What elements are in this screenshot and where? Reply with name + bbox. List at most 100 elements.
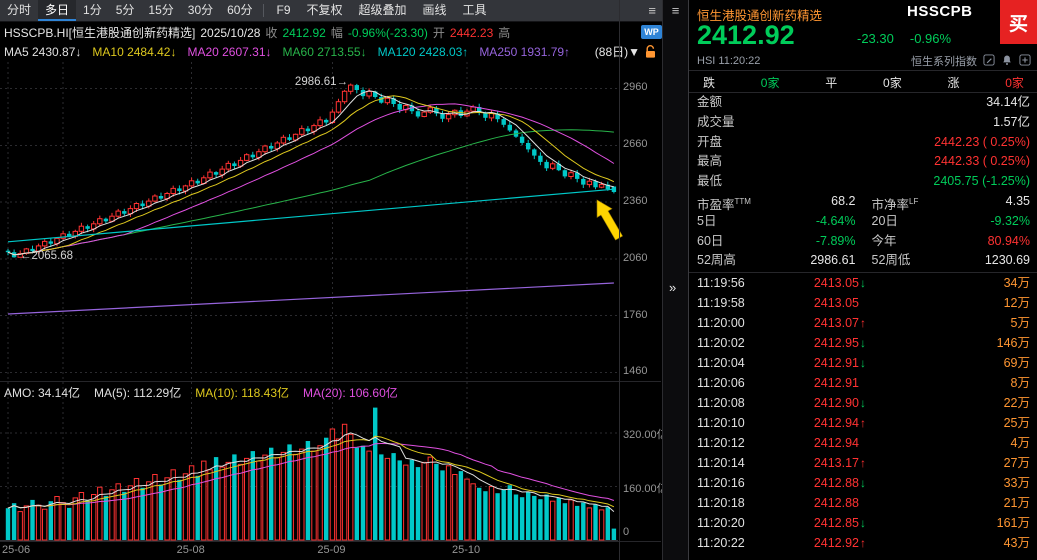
pane-divider [0,381,661,382]
stat-label: 最高 [697,154,723,169]
tick-time: 11:20:20 [697,516,745,530]
tick-direction-arrow: ↑ [860,456,866,470]
tick-volume: 21万 [1003,496,1030,510]
toolbar-button-不复权[interactable]: 不复权 [306,3,343,17]
stat-cell: 最低 2405.75 (-1.25%) [689,172,1037,192]
stat-row: 开盘 2442.23 ( 0.25%) [689,133,1037,153]
tick-row: 11:19:58 2413.05 12万 [689,293,1037,313]
stat-cell: 最高 2442.33 ( 0.25%) [689,152,1037,172]
change-value: -23.30 [857,31,894,46]
stat-row: 5日 -4.64% 20日 -9.32% [689,212,1037,232]
tick-price: 2412.92 [813,536,859,550]
date-label: 2025/10/28 [200,25,261,40]
stat-label: 52周高 [697,253,736,268]
tick-row: 11:20:04 2412.91 ↓ 69万 [689,353,1037,373]
stat-value: 2986.61 [810,253,856,268]
toolbar: 分时 多日 1分 5分 15分 30分 60分 F9 不复权 超级叠加 画线 工具 ≡ [0,0,662,22]
price-change: -23.30 -0.96% [857,31,951,46]
stat-cell: 5日 -4.64% [689,212,864,232]
high-label: 高 [498,26,511,40]
lock-icon[interactable] [644,44,657,62]
tick-volume: 5万 [1010,316,1030,330]
tick-time: 11:20:04 [697,356,745,370]
symbol-label: HSSCPB.HI[恒生港股通创新药精选] [4,26,196,40]
ma-value-MA5: MA5 2430.87↓ [4,44,82,59]
axis-label: 2060 [623,251,648,264]
axis-label: 25-09 [317,544,346,556]
tab-15分[interactable]: 15分 [148,3,174,17]
tick-time: 11:19:56 [697,276,745,290]
tick-price: 2412.88 [813,476,859,490]
stat-value: 2442.33 ( 0.25%) [934,154,1030,169]
tab-60分[interactable]: 60分 [227,3,253,17]
period-selector[interactable]: (88日)▼ [594,45,640,59]
tick-direction-arrow: ↓ [860,396,866,410]
edit-icon[interactable] [983,53,995,69]
down-label: 跌 [703,75,716,90]
down-count: 0家 [760,75,780,90]
tab-多日[interactable]: 多日 [38,0,77,21]
tab-分时[interactable]: 分时 [7,3,32,17]
tab-1分[interactable]: 1分 [83,3,102,17]
ma-indicator-row: MA5 2430.87↓ MA10 2484.42↓ MA20 2607.31↓ MA… [0,43,640,60]
toolbar-button-画线[interactable]: 画线 [422,3,447,17]
tick-row: 11:20:22 2412.92 ↑ 43万 [689,533,1037,553]
tick-time: 11:20:06 [697,376,745,390]
series-label[interactable]: 恒生系列指数 [911,56,977,68]
ma-value-MA20: MA20 2607.31↓ [187,44,272,59]
tab-30分[interactable]: 30分 [187,3,214,17]
stat-row: 市盈率TTM 68.2 市净率LF 4.35 [689,192,1037,212]
menu-icon[interactable]: ≡ [648,3,656,18]
axis-label: 1760 [623,308,648,321]
panel-divider [689,272,1037,273]
panel-collapse-icon[interactable]: » [669,280,677,295]
market-breadth: 跌 0家 平 0家 涨 0家 [689,72,1037,92]
tick-time: 11:20:22 [697,536,745,550]
volume-indicator-row: AMO: 34.14亿 MA(5): 112.29亿 MA(10): 118.43亿… [4,384,398,400]
wp-badge[interactable]: WP [641,25,662,39]
stat-value: 80.94% [987,233,1030,248]
tick-price: 2412.91 [813,376,859,390]
stat-value: -9.32% [990,213,1030,228]
buy-button[interactable]: 买 [1000,0,1037,44]
tick-row: 11:19:56 2413.05 ↓ 34万 [689,273,1037,293]
stat-cell: 市净率LF 4.35 [864,192,1037,212]
stat-row: 52周高 2986.61 52周低 1230.69 [689,251,1037,271]
tick-volume: 146万 [996,336,1030,350]
stat-cell: 开盘 2442.23 ( 0.25%) [689,133,1037,153]
tick-price: 2412.95 [813,336,859,350]
bell-icon[interactable] [1001,54,1013,69]
panel-divider [689,70,1037,71]
chart-header: HSSCPB.HI[恒生港股通创新药精选] 2025/10/28 收 2412.… [0,23,640,42]
tick-time: 11:19:58 [697,296,745,310]
flat-label: 平 [825,75,838,90]
stat-label: 市盈率TTM [697,196,751,213]
stat-value: 34.14亿 [986,95,1030,109]
tab-5分[interactable]: 5分 [115,3,135,17]
stat-cell: 52周高 2986.61 [689,251,864,271]
add-icon[interactable] [1019,53,1031,69]
tick-price: 2413.17 [813,456,859,470]
axis-divider [0,541,661,542]
tick-volume: 69万 [1003,356,1030,370]
tick-list[interactable]: 11:19:56 2413.05 ↓ 34万 11:19:58 2413.05 12万 11:… [689,273,1037,553]
tick-row: 11:20:20 2412.85 ↓ 161万 [689,513,1037,533]
stats-table: 金额 34.14亿 成交量 1.57亿 开盘 2442.23 ( 0.25%) 最高 2442… [689,93,1037,271]
period-tabs: 分时 多日 1分 5分 15分 30分 60分 [0,0,259,21]
index-time: HSI 11:20:22 [697,55,760,67]
last-price: 2412.92 [697,20,795,50]
stat-row: 金额 34.14亿 [689,93,1037,113]
stat-label: 20日 [871,213,898,228]
close-value: 2412.92 [282,25,326,40]
chg-value: -0.96%(-23.30) [347,25,428,40]
toolbar-button-超级叠加[interactable]: 超级叠加 [358,3,407,17]
strip-menu-icon[interactable]: ≡ [671,3,680,18]
toolbar-button-工具[interactable]: 工具 [462,3,487,17]
stat-row: 成交量 1.57亿 [689,113,1037,133]
toolbar-button-F9[interactable]: F9 [276,3,291,17]
stat-cell: 20日 -9.32% [864,212,1037,232]
stat-value: -4.64% [815,213,856,228]
ma-values: MA5 2430.87↓ MA10 2484.42↓ MA20 2607.31↓ MA… [4,45,570,59]
stat-value: 2442.23 ( 0.25%) [934,134,1030,149]
